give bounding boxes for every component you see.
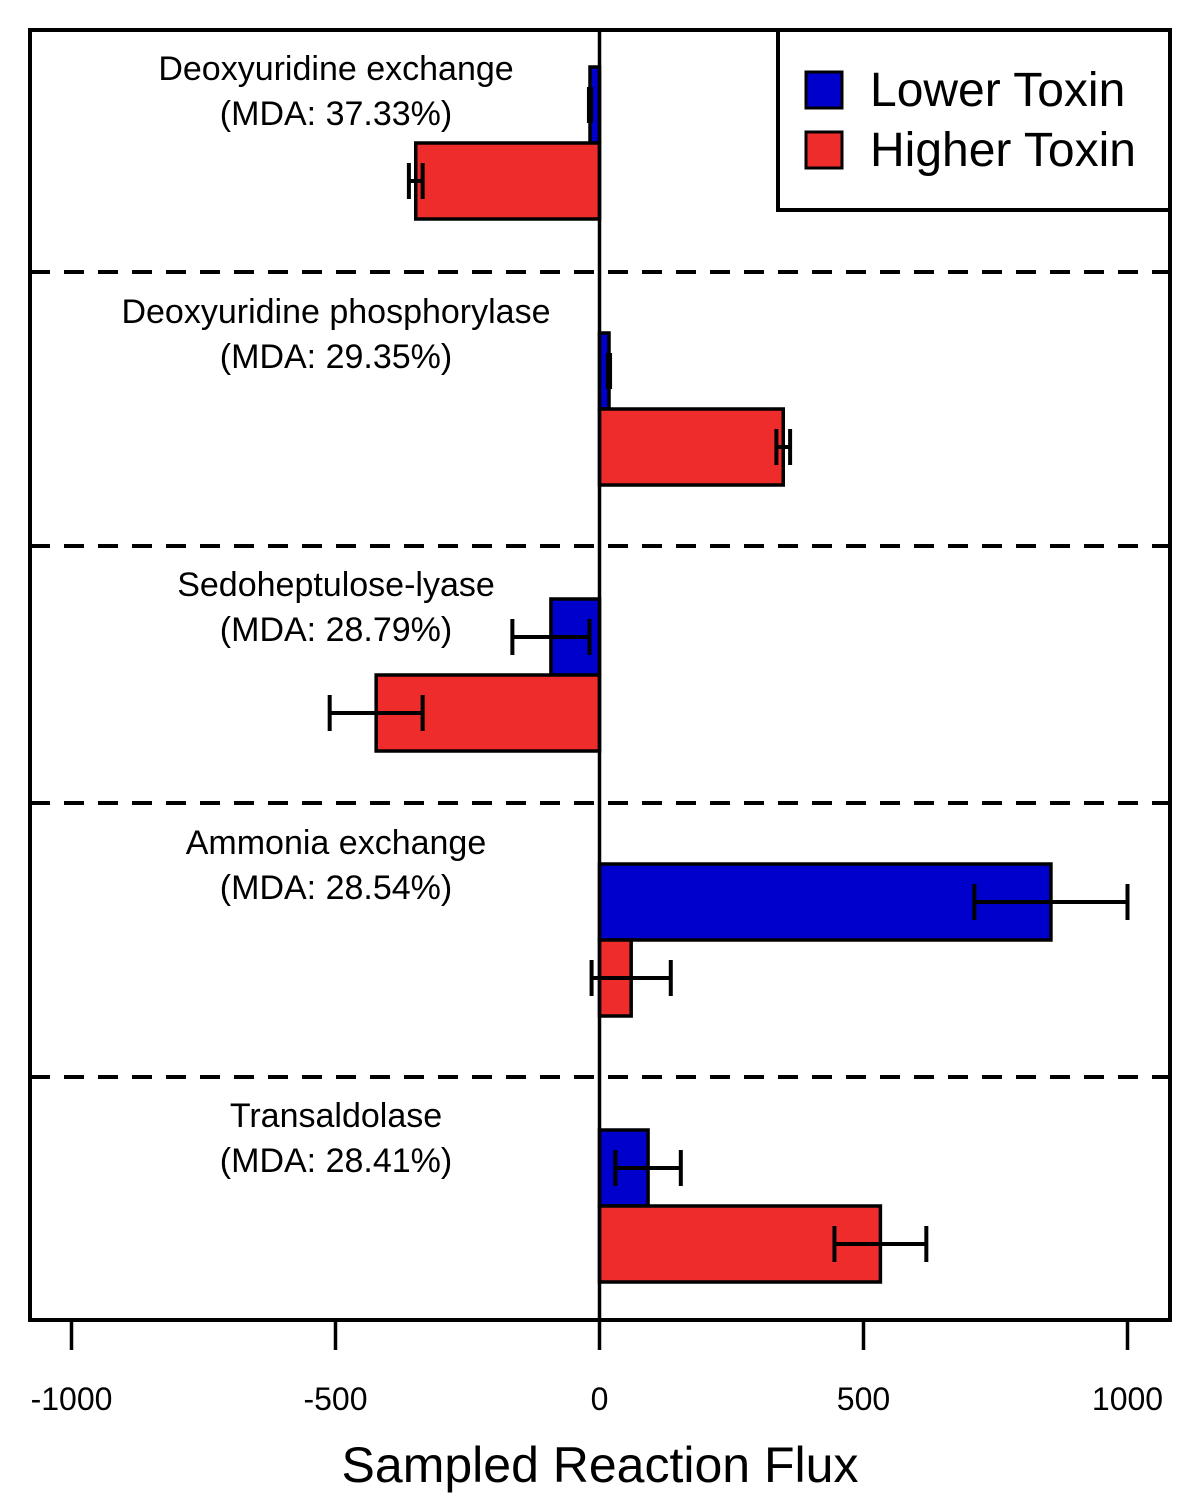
- x-axis-title: Sampled Reaction Flux: [342, 1437, 859, 1493]
- category-label: Transaldolase: [230, 1097, 442, 1135]
- legend-swatch: [804, 130, 844, 170]
- x-axis: -1000 -500 0 500 1000: [31, 1320, 1163, 1417]
- mda-label: (MDA: 37.33%): [220, 95, 452, 133]
- error-bars: [327, 87, 1130, 1262]
- x-tick-label: 500: [837, 1381, 890, 1417]
- legend-label: Higher Toxin: [870, 124, 1136, 177]
- bar-higher-toxin: [414, 141, 602, 221]
- category-label: Deoxyuridine phosphorylase: [121, 293, 550, 331]
- bars: [374, 65, 1053, 1284]
- x-tick-label: 0: [591, 1381, 609, 1417]
- legend-swatch: [804, 70, 844, 110]
- legend-box: [776, 28, 1172, 212]
- mda-label: (MDA: 29.35%): [220, 338, 452, 376]
- group-separators: [30, 270, 1170, 1079]
- category-label: Sedoheptulose-lyase: [177, 566, 495, 604]
- mda-label: (MDA: 28.79%): [220, 611, 452, 649]
- mda-label: (MDA: 28.41%): [220, 1142, 452, 1180]
- x-tick-label: 1000: [1092, 1381, 1163, 1417]
- legend-label: Lower Toxin: [870, 64, 1125, 117]
- category-label: Deoxyuridine exchange: [158, 50, 513, 88]
- mda-label: (MDA: 28.54%): [220, 869, 452, 907]
- group-labels: Deoxyuridine exchange (MDA: 37.33%) Deoxyu…: [121, 50, 550, 1180]
- legend: Lower Toxin Higher Toxin: [776, 28, 1172, 212]
- category-label: Ammonia exchange: [186, 824, 487, 862]
- x-tick-label: -1000: [31, 1381, 113, 1417]
- x-tick-label: -500: [303, 1381, 367, 1417]
- bar-higher-toxin: [597, 407, 785, 487]
